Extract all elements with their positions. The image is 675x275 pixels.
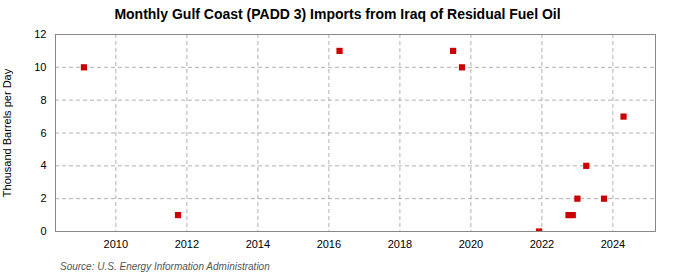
svg-text:2020: 2020 [459,238,483,250]
svg-text:2018: 2018 [388,238,412,250]
svg-text:2022: 2022 [530,238,554,250]
svg-text:10: 10 [34,61,46,73]
svg-text:6: 6 [40,127,46,139]
svg-text:0: 0 [40,225,46,237]
svg-text:2012: 2012 [175,238,199,250]
html-text:Monthly Gulf Coast (PADD 3) Im: Monthly Gulf Coast (PADD 3) Imports from… [114,6,561,22]
svg-text:2016: 2016 [317,238,341,250]
svg-text:4: 4 [40,159,46,171]
svg-text:2024: 2024 [601,238,625,250]
svg-text:12: 12 [34,28,46,40]
html-text:Source: U.S. Energy Informatio: Source: U.S. Energy Information Administ… [60,261,270,272]
svg-text:8: 8 [40,94,46,106]
svg-text:2014: 2014 [246,238,270,250]
svg-text:Thousand Barrels per Day: Thousand Barrels per Day [1,68,13,197]
svg-text:2010: 2010 [104,238,128,250]
svg-text:2: 2 [40,192,46,204]
